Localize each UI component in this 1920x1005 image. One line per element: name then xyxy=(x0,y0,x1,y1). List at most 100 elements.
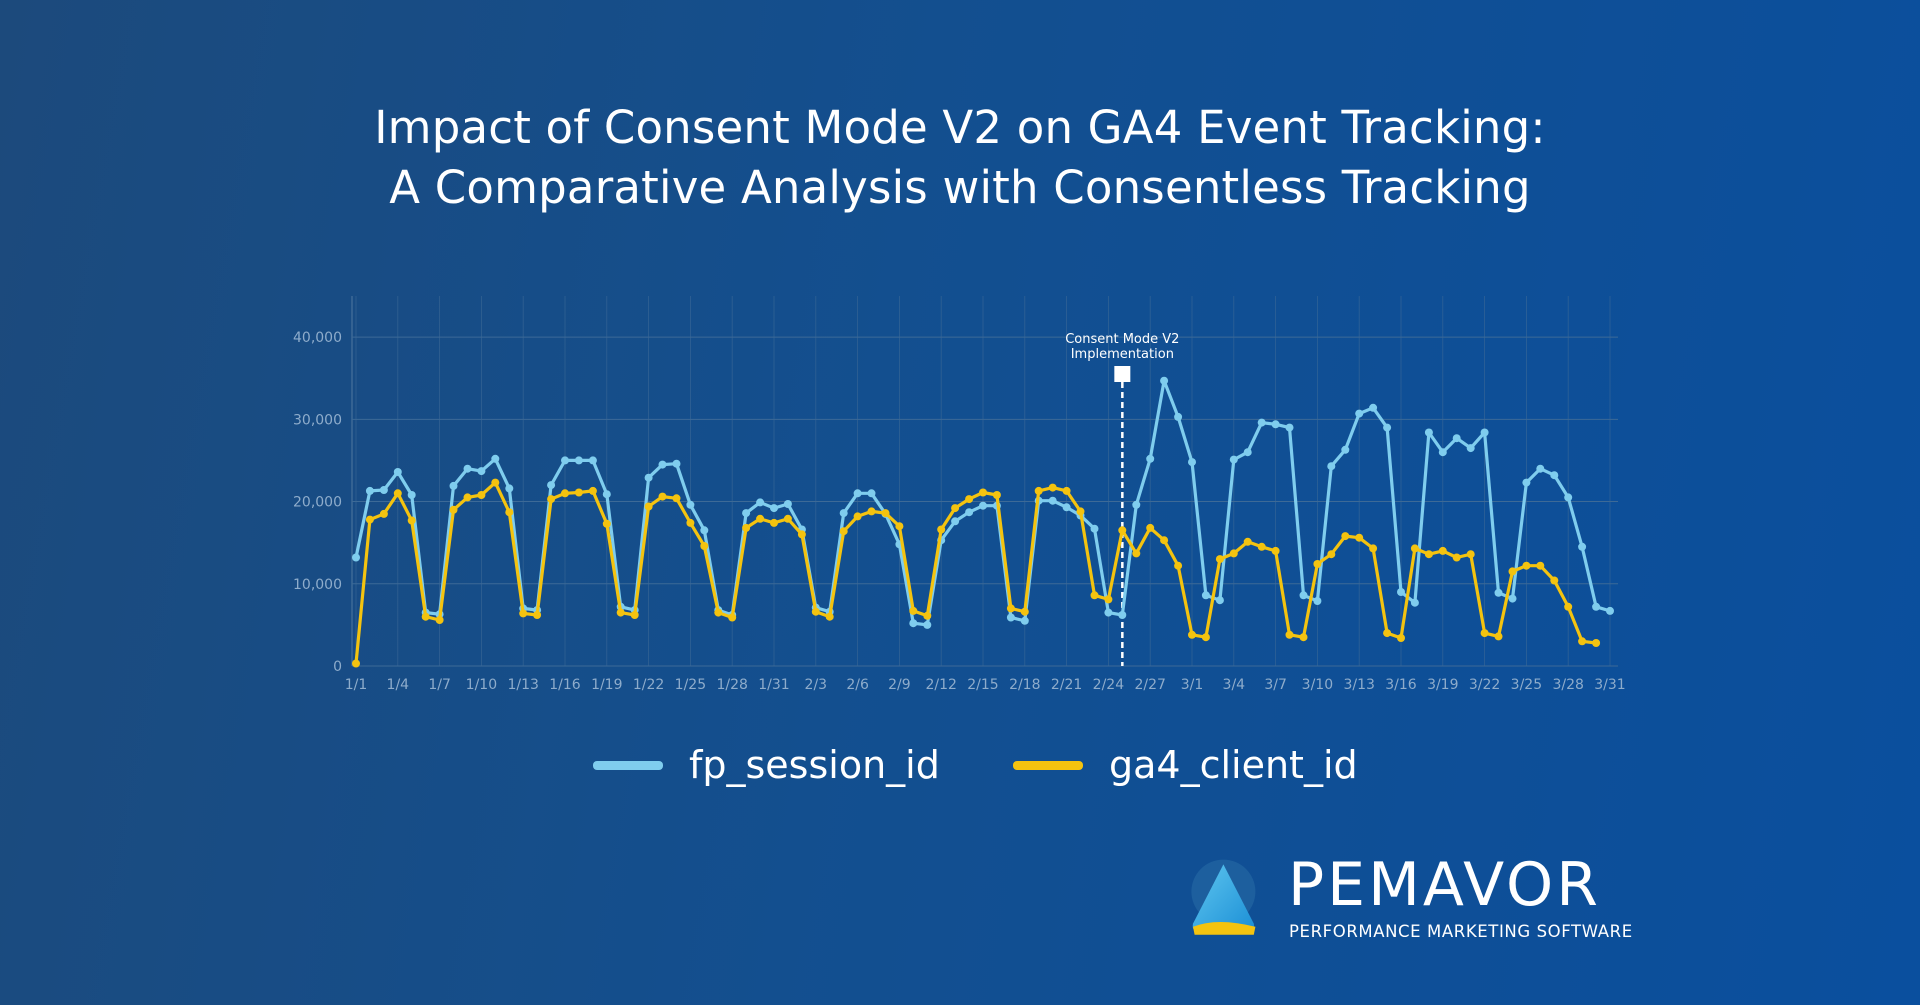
data-point-ga4-client-id xyxy=(881,509,890,518)
x-tick-label: 2/9 xyxy=(888,677,911,693)
data-point-fp-session-id xyxy=(1606,606,1614,615)
x-axis: 1/1 1/4 1/7 1/10 1/13 1/16 1/19 1/22 1/25 1/28 1/3… xyxy=(345,677,1626,693)
data-point-fp-session-id xyxy=(644,473,653,482)
legend-label-fp-session-id: fp_session_id xyxy=(689,743,940,787)
data-point-ga4-client-id xyxy=(1146,523,1155,532)
data-point-ga4-client-id xyxy=(1090,591,1099,600)
data-point-ga4-client-id xyxy=(811,607,820,616)
data-point-fp-session-id xyxy=(1146,454,1155,463)
data-point-fp-session-id xyxy=(700,526,709,535)
data-point-ga4-client-id xyxy=(1452,553,1461,562)
data-point-ga4-client-id xyxy=(923,611,932,620)
data-point-ga4-client-id xyxy=(965,495,974,504)
legend-item-ga4-client-id[interactable]: ga4_client_id xyxy=(1013,740,1358,790)
x-tick-label: 3/28 xyxy=(1552,677,1583,693)
data-point-ga4-client-id xyxy=(1355,533,1364,542)
pemavor-logo-icon xyxy=(1191,859,1256,935)
data-point-ga4-client-id xyxy=(1229,549,1238,558)
legend-item-fp-session-id[interactable]: fp_session_id xyxy=(593,740,940,790)
data-point-ga4-client-id xyxy=(1048,483,1057,492)
legend-swatch-fp-session-id xyxy=(593,760,663,770)
data-point-ga4-client-id xyxy=(895,522,904,531)
data-point-ga4-client-id xyxy=(672,494,681,503)
data-point-ga4-client-id xyxy=(1438,546,1447,555)
y-tick-label: 30,000 xyxy=(293,412,342,428)
data-point-fp-session-id xyxy=(1271,420,1280,429)
data-point-fp-session-id xyxy=(1090,524,1099,533)
data-point-ga4-client-id xyxy=(352,659,360,668)
data-point-fp-session-id xyxy=(1341,445,1350,454)
data-point-ga4-client-id xyxy=(1285,630,1294,639)
data-point-ga4-client-id xyxy=(1188,630,1196,639)
data-point-fp-session-id xyxy=(1355,409,1364,418)
data-point-fp-session-id xyxy=(1466,444,1475,453)
y-tick-label: 10,000 xyxy=(293,577,342,593)
data-point-ga4-client-id xyxy=(449,505,458,514)
data-point-fp-session-id xyxy=(1062,503,1071,512)
x-tick-label: 3/10 xyxy=(1302,677,1333,693)
data-point-ga4-client-id xyxy=(658,492,667,501)
data-point-fp-session-id xyxy=(463,464,472,473)
grid-layer xyxy=(351,296,1618,667)
data-point-ga4-client-id xyxy=(421,612,430,621)
data-point-ga4-client-id xyxy=(1299,633,1308,642)
x-tick-label: 2/15 xyxy=(967,677,998,693)
data-point-ga4-client-id xyxy=(1550,576,1559,585)
annotation-label-line1: Consent Mode V2 xyxy=(1065,332,1179,347)
logo-tagline: PERFORMANCE MARKETING SOFTWARE xyxy=(1289,922,1633,941)
data-point-ga4-client-id xyxy=(1341,532,1350,541)
data-point-ga4-client-id xyxy=(979,488,987,497)
x-tick-label: 3/19 xyxy=(1427,677,1458,693)
data-point-ga4-client-id xyxy=(561,489,569,498)
data-point-fp-session-id xyxy=(1285,423,1294,432)
legend-swatch-ga4-client-id xyxy=(1013,760,1083,770)
data-point-fp-session-id xyxy=(574,456,583,465)
data-point-ga4-client-id xyxy=(867,507,876,516)
data-point-fp-session-id xyxy=(1132,500,1141,509)
x-tick-label: 2/21 xyxy=(1051,677,1082,693)
data-point-ga4-client-id xyxy=(1536,561,1545,570)
data-point-fp-session-id xyxy=(1118,611,1127,619)
x-tick-label: 2/6 xyxy=(846,677,869,693)
data-point-ga4-client-id xyxy=(797,530,806,539)
data-point-ga4-client-id xyxy=(1494,632,1503,641)
x-tick-label: 1/4 xyxy=(387,677,410,693)
x-tick-label: 1/7 xyxy=(428,677,451,693)
data-point-ga4-client-id xyxy=(1522,561,1531,570)
data-point-ga4-client-id xyxy=(1104,595,1113,604)
data-point-ga4-client-id xyxy=(574,488,583,497)
data-point-ga4-client-id xyxy=(1076,507,1085,516)
x-tick-label: 1/1 xyxy=(345,677,368,693)
data-point-ga4-client-id xyxy=(839,527,848,536)
data-point-fp-session-id xyxy=(1327,462,1336,471)
data-point-ga4-client-id xyxy=(379,509,388,518)
data-point-fp-session-id xyxy=(1522,478,1531,487)
x-tick-label: 1/31 xyxy=(758,677,789,693)
data-point-fp-session-id xyxy=(951,517,960,526)
data-point-ga4-client-id xyxy=(937,525,946,534)
annotation-marker xyxy=(1114,366,1131,382)
data-point-fp-session-id xyxy=(1257,418,1266,427)
data-point-fp-session-id xyxy=(1452,434,1461,443)
data-point-fp-session-id xyxy=(672,459,681,468)
data-point-ga4-client-id xyxy=(1006,604,1015,613)
legend: fp_session_id ga4_client_id xyxy=(0,740,1920,790)
data-point-fp-session-id xyxy=(407,491,416,499)
data-point-fp-session-id xyxy=(1201,591,1210,600)
x-tick-label: 1/28 xyxy=(716,677,747,693)
data-point-fp-session-id xyxy=(1229,455,1238,464)
data-point-ga4-client-id xyxy=(519,609,528,618)
data-point-fp-session-id xyxy=(1215,596,1224,605)
x-tick-label: 1/16 xyxy=(549,677,581,693)
x-tick-label: 1/13 xyxy=(507,677,538,693)
data-point-fp-session-id xyxy=(742,509,751,518)
data-point-fp-session-id xyxy=(352,553,360,562)
data-point-ga4-client-id xyxy=(1564,602,1573,611)
data-point-fp-session-id xyxy=(561,456,569,465)
data-point-fp-session-id xyxy=(379,486,388,494)
chart-title-line2: A Comparative Analysis with Consentless … xyxy=(389,161,1531,214)
data-point-fp-session-id xyxy=(658,460,667,469)
data-point-ga4-client-id xyxy=(1160,536,1169,545)
data-point-fp-session-id xyxy=(365,486,374,495)
